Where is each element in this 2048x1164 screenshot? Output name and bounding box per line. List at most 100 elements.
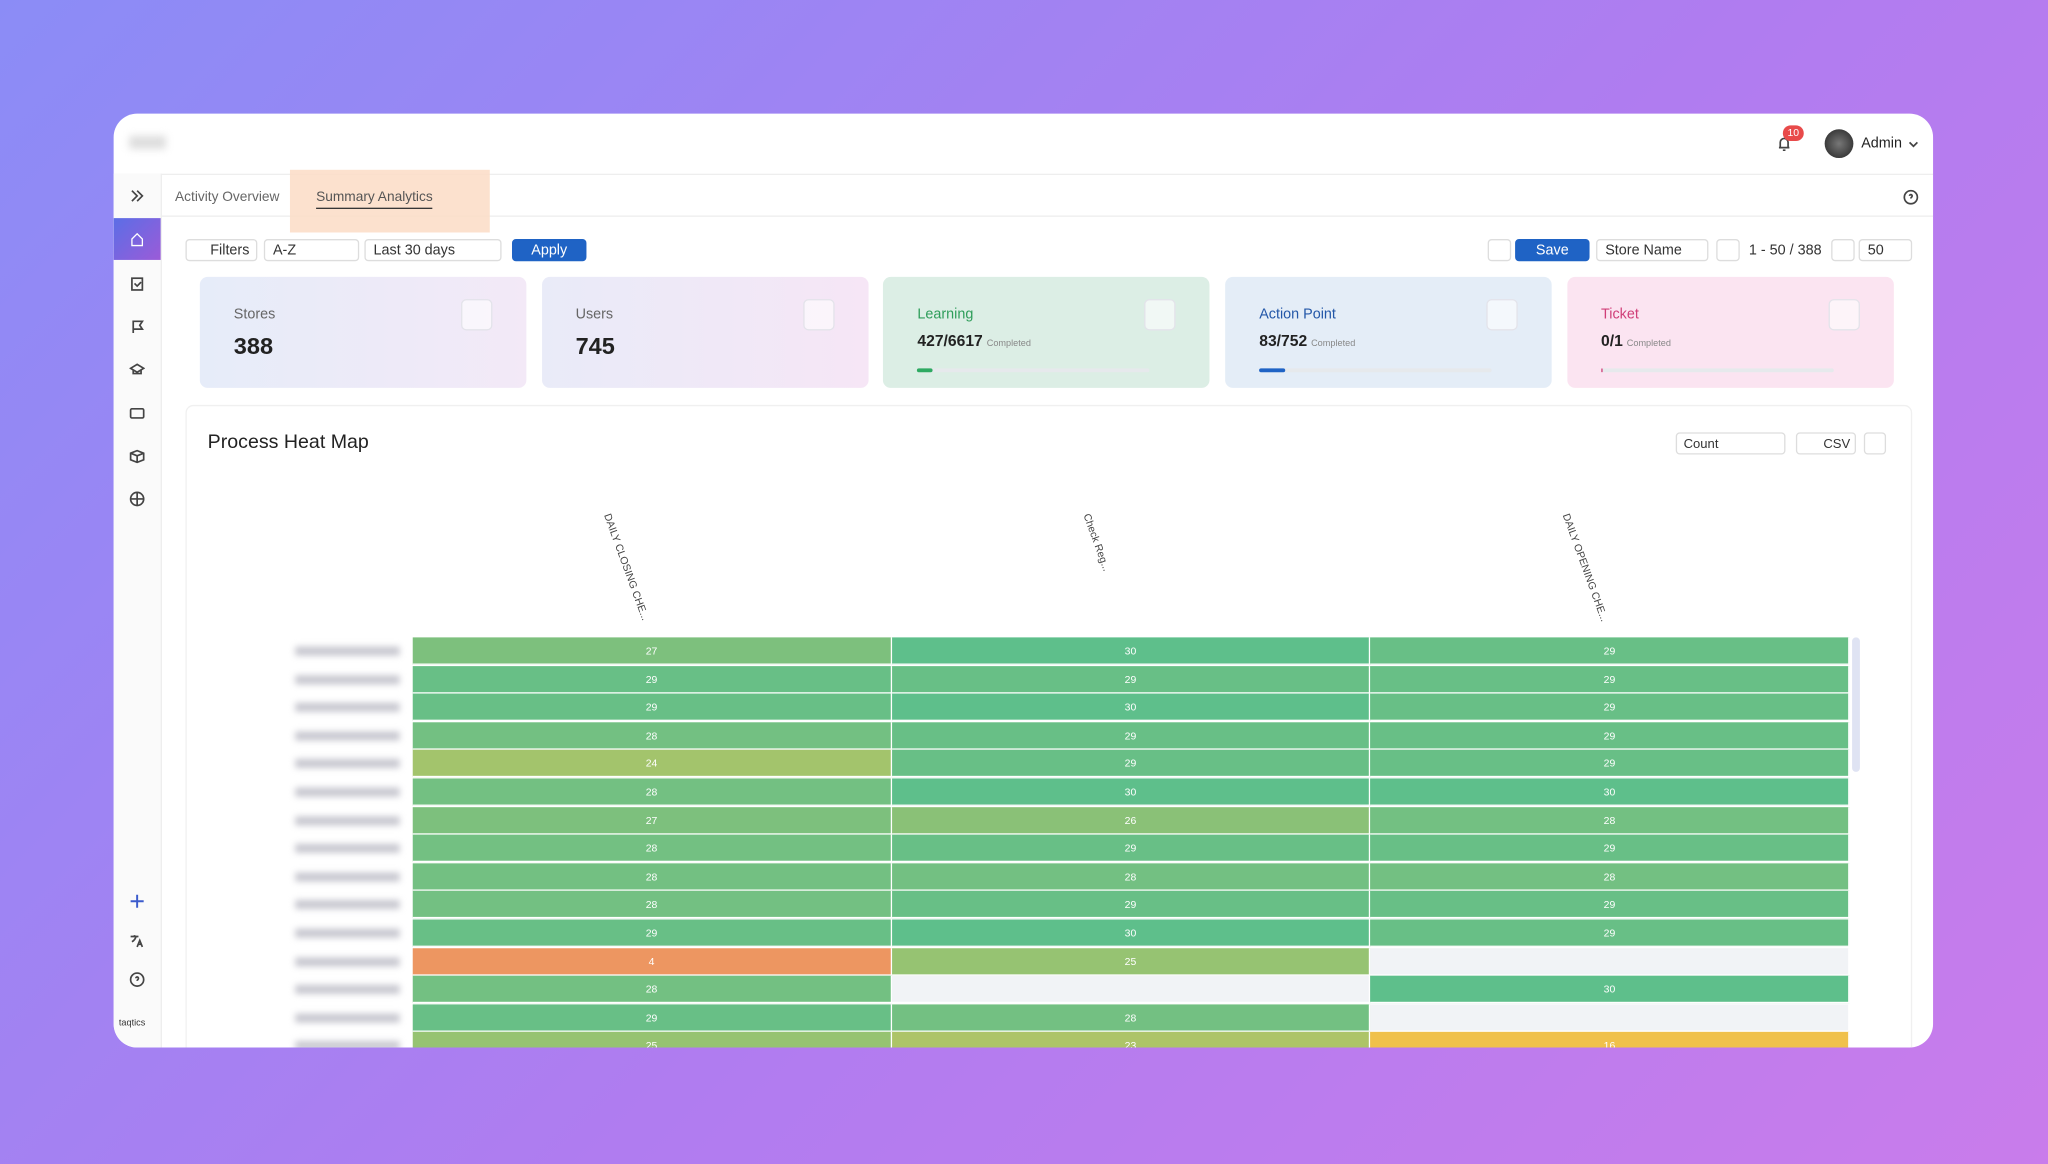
- heatmap-cell: 30: [891, 637, 1371, 665]
- tab-highlight: [289, 169, 490, 233]
- translate-icon[interactable]: [129, 933, 145, 949]
- kpi-number: 0/1: [1601, 331, 1623, 351]
- kpi-label: Stores: [233, 306, 276, 323]
- save-button[interactable]: Save: [1515, 239, 1590, 262]
- heatmap-cell: 28: [412, 891, 892, 919]
- heatmap-cell: 28: [891, 863, 1371, 891]
- kpi-note: Completed: [1311, 339, 1356, 349]
- progress-track: [917, 368, 1150, 373]
- heatmap-cell: 26: [891, 806, 1371, 835]
- heatmap-cell: 29: [1370, 919, 1850, 947]
- row-label: [295, 759, 400, 769]
- group-select[interactable]: Store Name: [1596, 239, 1709, 262]
- row-label: [295, 928, 400, 938]
- heatmap-cell: 29: [1370, 722, 1850, 750]
- kpi-icon: [1828, 299, 1860, 331]
- csv-button[interactable]: CSV: [1795, 432, 1856, 455]
- sidebar: taqtics: [113, 173, 162, 1048]
- kpi-card: Action Point 83/752 Completed: [1225, 276, 1552, 388]
- row-label: [295, 956, 400, 966]
- heatmap-cell: [1370, 947, 1850, 976]
- kpi-note: Completed: [986, 339, 1031, 349]
- kpi-icon: [461, 299, 493, 331]
- heatmap-cell: 29: [412, 1004, 892, 1032]
- help-icon[interactable]: [129, 972, 145, 988]
- home-active[interactable]: [113, 218, 161, 260]
- heatmap-cell: 24: [412, 750, 892, 778]
- row-label: [295, 1041, 400, 1048]
- heatmap-cell: 29: [1370, 693, 1850, 722]
- heatmap-settings[interactable]: [1863, 432, 1887, 455]
- ticket-icon[interactable]: [129, 405, 145, 421]
- filters-button[interactable]: Filters: [185, 239, 258, 262]
- sort-select[interactable]: A-Z: [263, 239, 360, 262]
- kpi-value: 388: [234, 333, 273, 360]
- heatmap-cell: 30: [1370, 975, 1850, 1004]
- kpi-icon: [1144, 299, 1177, 331]
- progress-bar: [1259, 368, 1285, 373]
- expand-icon[interactable]: [129, 188, 145, 204]
- kpi-card: Stores 388: [199, 276, 527, 388]
- tasks-icon[interactable]: [129, 276, 145, 292]
- heatmap-cell: 28: [1370, 806, 1850, 835]
- kpi-card: Users 745: [541, 276, 869, 388]
- heatmap-cell: 29: [1370, 637, 1850, 665]
- kpi-label: Learning: [917, 306, 974, 323]
- tab-active[interactable]: Summary Analytics: [316, 189, 433, 209]
- heatmap-cell: 29: [1370, 750, 1850, 778]
- heatmap-cell: 30: [891, 919, 1371, 947]
- box-icon[interactable]: [129, 448, 145, 464]
- settings-button[interactable]: [1487, 239, 1512, 262]
- logo: [129, 135, 166, 149]
- heatmap-cell: [891, 975, 1371, 1004]
- chevron: [1908, 141, 1918, 148]
- heatmap-cell: 29: [1370, 891, 1850, 919]
- heatmap-cell: [1370, 1004, 1850, 1032]
- tab[interactable]: Activity Overview: [175, 189, 280, 206]
- heatmap-cell: 30: [891, 778, 1371, 806]
- next-page[interactable]: [1831, 239, 1855, 262]
- heatmap-cell: 29: [891, 834, 1371, 863]
- page-size[interactable]: 50: [1858, 239, 1913, 262]
- kpi-label: Users: [575, 306, 614, 323]
- heatmap-cell: 28: [412, 834, 892, 863]
- heatmap-cell: 29: [891, 665, 1371, 694]
- heatmap-cell: 29: [412, 665, 892, 694]
- learning-icon[interactable]: [129, 362, 145, 378]
- apply-button[interactable]: Apply: [511, 239, 587, 262]
- header: 10 Admin: [113, 114, 1934, 176]
- row-label: [295, 985, 400, 995]
- heatmap-cell: 25: [412, 1032, 892, 1048]
- user-name[interactable]: Admin: [1861, 135, 1902, 152]
- metric-select[interactable]: Count: [1675, 432, 1786, 455]
- row-label: [295, 646, 400, 656]
- kpi-card: Learning 427/6617 Completed: [883, 276, 1210, 388]
- globe-icon[interactable]: [129, 491, 145, 507]
- row-label: [295, 900, 400, 910]
- heatmap-cell: 28: [412, 975, 892, 1004]
- kpi-value: 83/752 Completed: [1259, 332, 1355, 350]
- avatar[interactable]: [1824, 129, 1854, 159]
- app-window: 10 Admin taqtics Activity Overview Summa…: [113, 113, 1934, 1048]
- heatmap-cell: 29: [891, 722, 1371, 750]
- progress-track: [1601, 368, 1834, 373]
- heatmap-cell: 25: [891, 947, 1371, 976]
- range-select[interactable]: Last 30 days: [364, 239, 502, 262]
- heatmap-cell: 29: [891, 750, 1371, 778]
- flag-icon[interactable]: [129, 319, 145, 335]
- kpi-note: Completed: [1626, 339, 1671, 349]
- prev-page[interactable]: [1716, 239, 1740, 262]
- kpi-number: 83/752: [1259, 331, 1308, 351]
- brand: taqtics: [118, 1018, 146, 1028]
- kpi-number: 388: [233, 333, 274, 360]
- kpi-label: Ticket: [1601, 306, 1639, 323]
- heatmap-cell: 28: [412, 778, 892, 806]
- add-icon[interactable]: [129, 893, 145, 909]
- heatmap-cell: 29: [1370, 665, 1850, 694]
- heatmap-cell: 29: [1370, 834, 1850, 863]
- help-icon[interactable]: [1903, 189, 1919, 205]
- row-label: [295, 843, 400, 854]
- pagination: 1 - 50 / 388: [1748, 242, 1822, 259]
- notification-badge: 10: [1782, 125, 1804, 142]
